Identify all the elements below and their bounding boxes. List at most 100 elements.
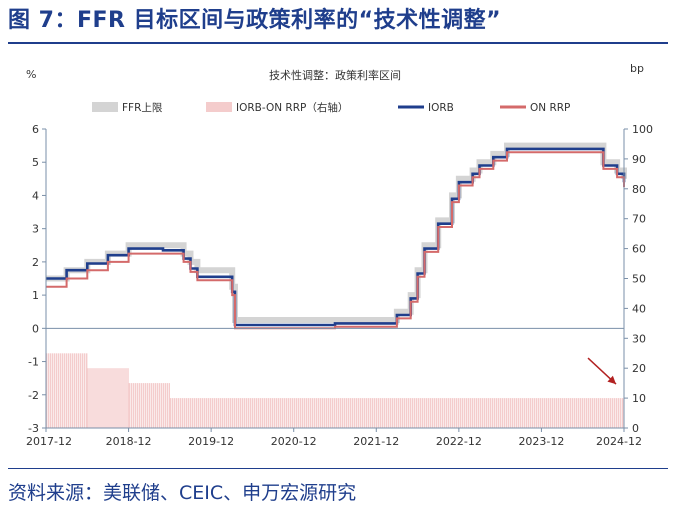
spread-bar — [453, 398, 456, 428]
spread-bar — [585, 398, 588, 428]
spread-bar — [405, 398, 408, 428]
spread-bar — [309, 398, 312, 428]
spread-bar — [491, 398, 494, 428]
left-tick-label: 0 — [32, 322, 39, 335]
spread-bar — [154, 383, 156, 428]
spread-bar — [447, 398, 450, 428]
spread-bar — [166, 383, 168, 428]
chart-title: 技术性调整：政策利率区间 — [269, 68, 401, 82]
spread-bar — [485, 398, 488, 428]
spread-bar — [237, 398, 240, 428]
spread-bar — [271, 398, 274, 428]
spread-bar — [257, 398, 260, 428]
spread-bar — [525, 398, 528, 428]
ffr-upper-line — [46, 142, 627, 323]
spread-bar — [411, 398, 414, 428]
spread-bar — [263, 398, 266, 428]
spread-bar — [144, 383, 146, 428]
x-tick-label: 2017-12 — [26, 435, 72, 448]
spread-bar — [375, 398, 378, 428]
left-tick-label: -3 — [28, 422, 39, 435]
on-rrp-line — [46, 151, 625, 330]
spread-bar — [539, 398, 542, 428]
spread-bar — [125, 368, 127, 428]
spread-bar — [483, 398, 486, 428]
spread-bar — [359, 398, 362, 428]
spread-bar — [581, 398, 584, 428]
spread-bar — [533, 398, 536, 428]
spread-bar — [123, 368, 125, 428]
spread-bar — [311, 398, 314, 428]
spread-bar — [91, 368, 93, 428]
legend-label: FFR上限 — [122, 102, 163, 114]
spread-bar — [385, 398, 388, 428]
spread-bar — [501, 398, 504, 428]
axes-group: -3-2-1012345601020304050607080901002017-… — [26, 62, 653, 448]
ffr-upper-group — [46, 142, 627, 323]
spread-bar — [335, 398, 338, 428]
spread-bar — [168, 383, 170, 428]
right-tick-label: 70 — [632, 213, 646, 226]
spread-bar — [399, 398, 402, 428]
spread-bar — [503, 398, 506, 428]
spread-bar — [497, 398, 500, 428]
x-tick-label: 2023-12 — [518, 435, 564, 448]
spread-bar — [373, 398, 376, 428]
spread-bar — [229, 398, 232, 428]
spread-bar — [205, 398, 208, 428]
spread-bar — [140, 383, 142, 428]
spread-bar — [437, 398, 440, 428]
spread-bar — [279, 398, 282, 428]
left-tick-label: -2 — [28, 389, 39, 402]
spread-bar — [361, 398, 364, 428]
spread-bar — [56, 353, 58, 429]
spread-bar — [213, 398, 216, 428]
spread-bar — [86, 353, 88, 429]
spread-bar — [66, 353, 68, 429]
spread-bar — [455, 398, 458, 428]
spread-bar — [239, 398, 242, 428]
spread-bar — [197, 398, 200, 428]
right-tick-label: 30 — [632, 332, 646, 345]
spread-bar — [393, 398, 396, 428]
spread-bar — [605, 398, 608, 428]
spread-bar — [593, 398, 596, 428]
spread-bar — [421, 398, 424, 428]
spread-bar — [117, 368, 119, 428]
spread-bar — [441, 398, 444, 428]
spread-bar — [341, 398, 344, 428]
spread-bar — [489, 398, 492, 428]
title-divider — [8, 42, 668, 44]
spread-bar — [531, 398, 534, 428]
spread-bar — [529, 398, 532, 428]
spread-bar — [481, 398, 484, 428]
spread-bar — [425, 398, 428, 428]
legend-label: IORB — [428, 102, 454, 114]
spread-bar — [173, 398, 176, 428]
spread-bar — [169, 398, 172, 428]
annotation-group — [587, 357, 617, 385]
spread-bar — [119, 368, 121, 428]
spread-bar — [199, 398, 202, 428]
right-tick-label: 60 — [632, 243, 646, 256]
left-tick-label: 2 — [32, 256, 39, 269]
spread-bar — [175, 398, 178, 428]
spread-bar — [323, 398, 326, 428]
spread-bar — [211, 398, 214, 428]
spread-bar — [291, 398, 294, 428]
spread-bar — [607, 398, 610, 428]
spread-bar — [471, 398, 474, 428]
spread-bar — [595, 398, 598, 428]
spread-bar — [253, 398, 256, 428]
spread-bar — [181, 398, 184, 428]
spread-bar — [233, 398, 236, 428]
legend-swatch — [206, 102, 232, 112]
spread-bar — [209, 398, 212, 428]
spread-bar — [597, 398, 600, 428]
spread-bar — [313, 398, 316, 428]
spread-bar — [487, 398, 490, 428]
spread-bar — [601, 398, 604, 428]
spread-bar — [93, 368, 95, 428]
rate-lines-group — [46, 147, 626, 330]
spread-bar — [549, 398, 552, 428]
